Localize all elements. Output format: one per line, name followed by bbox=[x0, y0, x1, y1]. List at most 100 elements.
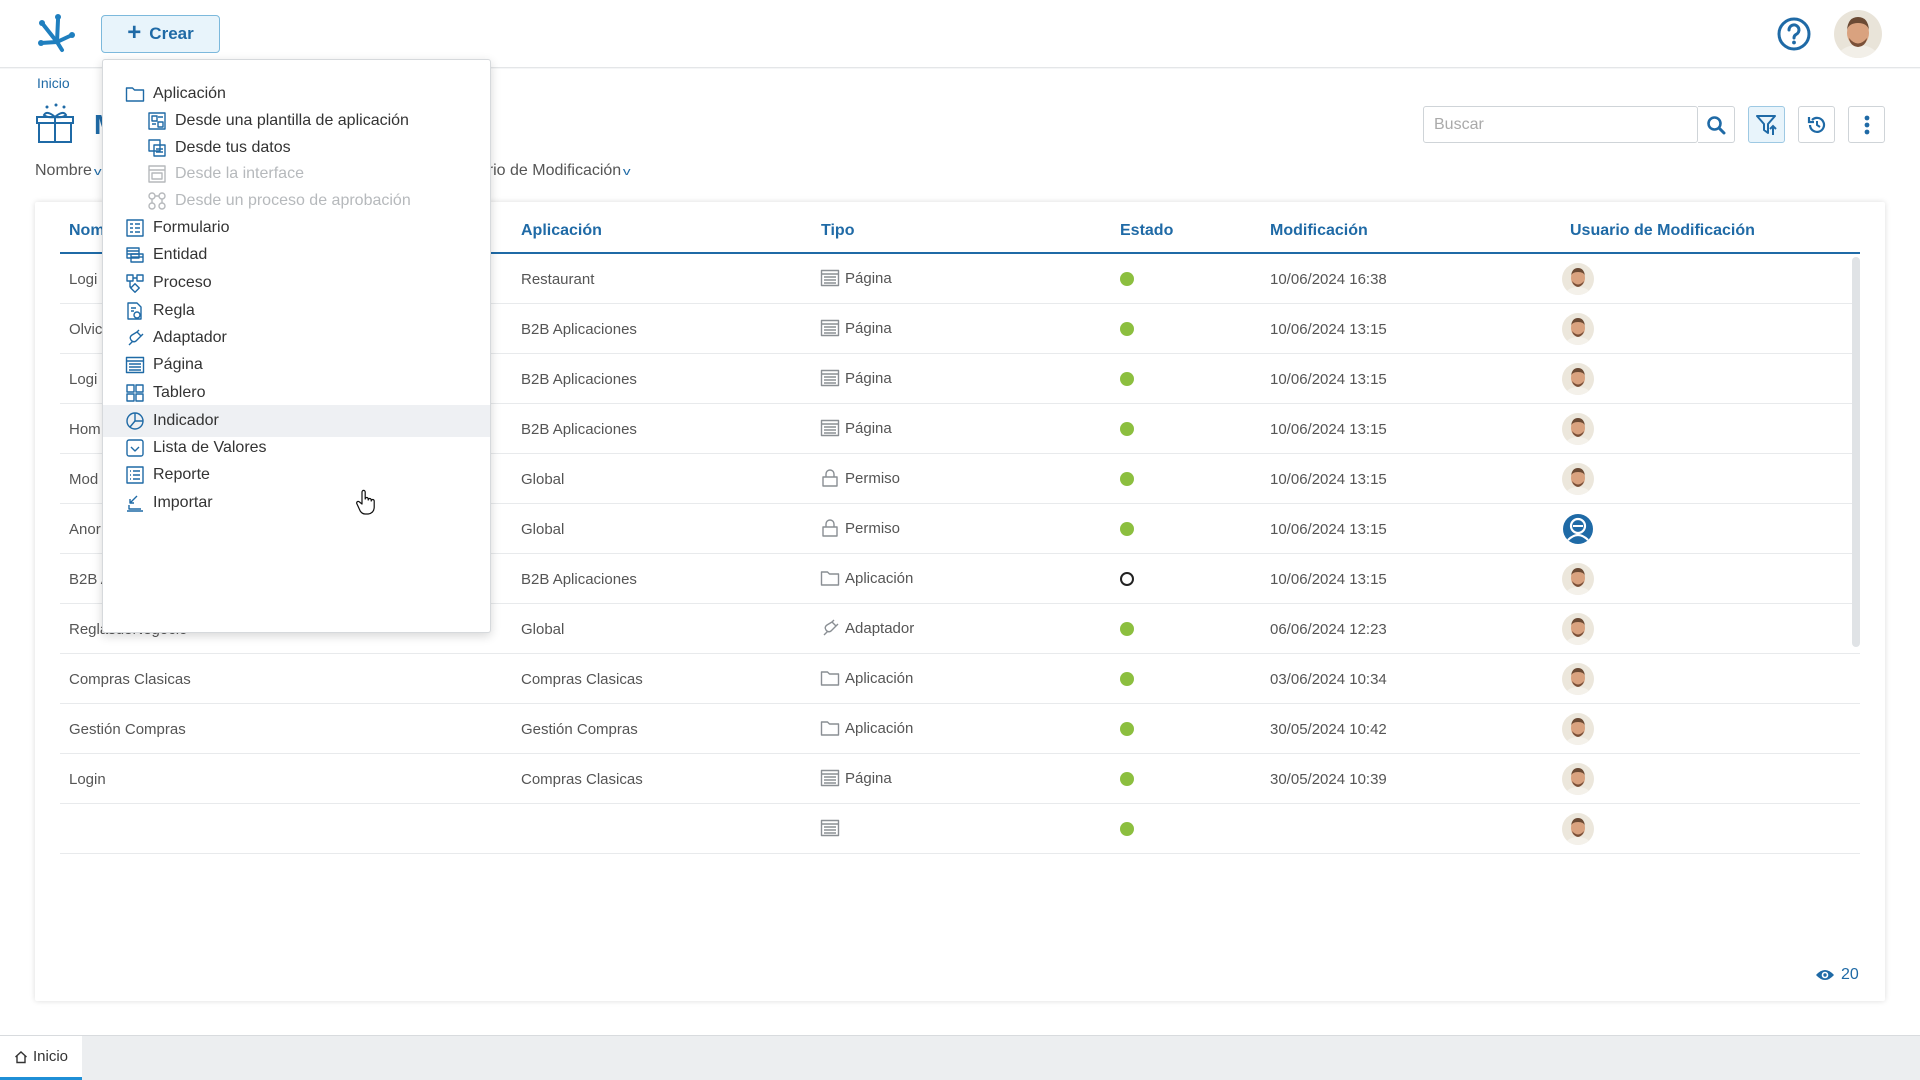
table-row[interactable]: Logi B2B Aplicaciones Página 10/06/2024 13:… bbox=[60, 354, 1860, 404]
user-avatar[interactable] bbox=[1562, 413, 1594, 445]
table-row[interactable]: Compras Clasicas Compras Clasicas Aplicaci… bbox=[60, 654, 1860, 704]
table-row[interactable]: Hom B2B Aplicaciones Página 10/06/2024 13:1… bbox=[60, 404, 1860, 454]
user-avatar[interactable] bbox=[1562, 463, 1594, 495]
table-row[interactable]: Anor Global Permiso 10/06/2024 13:15 bbox=[60, 504, 1860, 554]
user-avatar[interactable] bbox=[1562, 363, 1594, 395]
menu-item-indicador[interactable]: Indicador bbox=[103, 405, 490, 437]
view-count-value: 20 bbox=[1841, 966, 1859, 983]
row-type: Adaptador bbox=[820, 618, 914, 638]
row-name: Logi bbox=[69, 271, 98, 288]
menu-item-desde-tus-datos[interactable]: Desde tus datos bbox=[103, 132, 490, 164]
menu-item-label: Indicador bbox=[153, 412, 219, 429]
menu-item-regla[interactable]: Regla bbox=[103, 295, 490, 327]
status-published-indicator bbox=[1120, 772, 1134, 786]
menu-item-label: Desde tus datos bbox=[175, 139, 291, 156]
system-user-avatar[interactable] bbox=[1562, 513, 1594, 545]
menu-item-proceso[interactable]: Proceso bbox=[103, 267, 490, 299]
column-header-app[interactable]: Aplicación bbox=[521, 222, 602, 239]
breadcrumb[interactable]: Inicio bbox=[37, 75, 70, 91]
row-type: Página bbox=[820, 768, 892, 788]
user-avatar[interactable] bbox=[1562, 263, 1594, 295]
row-name: Hom bbox=[69, 421, 101, 438]
user-avatar[interactable] bbox=[1562, 563, 1594, 595]
search-button[interactable] bbox=[1698, 106, 1735, 143]
history-icon bbox=[1807, 116, 1825, 133]
app-logo-icon[interactable] bbox=[34, 12, 78, 56]
approval-process-icon bbox=[148, 192, 166, 210]
row-name: Gestión Compras bbox=[69, 721, 186, 738]
table-row[interactable]: Mod Global Permiso 10/06/2024 13:15 bbox=[60, 454, 1860, 504]
status-published-indicator bbox=[1120, 522, 1134, 536]
table-row[interactable]: B2B AplicacionesB2B AplicacionesAplicaci… bbox=[60, 554, 1860, 604]
filter-button[interactable] bbox=[1748, 106, 1785, 143]
user-avatar[interactable] bbox=[1562, 813, 1594, 845]
tab-inicio[interactable]: Inicio bbox=[0, 1036, 82, 1080]
row-type bbox=[820, 818, 845, 838]
menu-item-label: Desde una plantilla de aplicación bbox=[175, 112, 409, 129]
row-application: Restaurant bbox=[521, 271, 595, 288]
row-application: Gestión Compras bbox=[521, 721, 638, 738]
create-button[interactable]: + Crear bbox=[101, 15, 220, 53]
sort-by-user-dropdown[interactable]: uario de Modificación v bbox=[470, 162, 631, 180]
user-avatar[interactable] bbox=[1562, 313, 1594, 345]
row-type-label: Aplicación bbox=[845, 719, 914, 737]
menu-item-label: Aplicación bbox=[153, 85, 226, 102]
table-scrollbar[interactable] bbox=[1852, 257, 1860, 647]
row-type-label: Página bbox=[845, 319, 892, 337]
menu-item-importar[interactable]: Importar bbox=[103, 487, 490, 519]
row-application: B2B Aplicaciones bbox=[521, 371, 637, 388]
menu-item-label: Lista de Valores bbox=[153, 439, 267, 456]
column-header-status[interactable]: Estado bbox=[1120, 222, 1174, 239]
data-icon bbox=[148, 139, 166, 157]
menu-item-lista-de-valores[interactable]: Lista de Valores bbox=[103, 432, 490, 464]
user-avatar[interactable] bbox=[1562, 663, 1594, 695]
help-icon[interactable] bbox=[1776, 16, 1812, 52]
row-type: Aplicación bbox=[820, 718, 913, 738]
menu-item-formulario[interactable]: Formulario bbox=[103, 212, 490, 244]
page-icon bbox=[820, 419, 840, 437]
menu-item-tablero[interactable]: Tablero bbox=[103, 377, 490, 409]
folder-icon bbox=[820, 671, 840, 686]
table-row[interactable]: Login Compras Clasicas Página 30/05/2024 10… bbox=[60, 754, 1860, 804]
folder-icon bbox=[125, 87, 145, 102]
row-type: Página bbox=[820, 368, 892, 388]
table-row[interactable]: Olvic B2B Aplicaciones Página 10/06/2024 13… bbox=[60, 304, 1860, 354]
column-header-user[interactable]: Usuario de Modificación bbox=[1570, 222, 1755, 239]
row-application: Global bbox=[521, 621, 565, 638]
table-row[interactable]: Logi Restaurant Página 10/06/2024 16:38 bbox=[60, 254, 1860, 304]
menu-item-entidad[interactable]: Entidad bbox=[103, 239, 490, 271]
status-published-indicator bbox=[1120, 622, 1134, 636]
user-avatar[interactable] bbox=[1834, 10, 1882, 58]
row-type: Permiso bbox=[820, 468, 900, 488]
table-row[interactable] bbox=[60, 804, 1860, 854]
row-type-label: Página bbox=[845, 369, 892, 387]
page-icon bbox=[820, 319, 840, 337]
menu-item-página[interactable]: Página bbox=[103, 349, 490, 381]
lock-icon bbox=[822, 469, 838, 487]
menu-item-adaptador[interactable]: Adaptador bbox=[103, 322, 490, 354]
row-type-label: Aplicación bbox=[845, 669, 914, 687]
column-header-modified[interactable]: Modificación bbox=[1270, 222, 1368, 239]
column-header-type[interactable]: Tipo bbox=[821, 222, 855, 239]
menu-item-aplicación[interactable]: Aplicación bbox=[103, 78, 490, 110]
user-avatar[interactable] bbox=[1562, 713, 1594, 745]
menu-item-desde-una-plantilla-de-aplicación[interactable]: Desde una plantilla de aplicación bbox=[103, 105, 490, 137]
menu-item-label: Regla bbox=[153, 302, 195, 319]
sort-by-name-dropdown[interactable]: Nombre v bbox=[35, 162, 102, 180]
table-body: Logi Restaurant Página 10/06/2024 16:38 Olvi… bbox=[60, 254, 1860, 931]
history-button[interactable] bbox=[1798, 106, 1835, 143]
user-avatar[interactable] bbox=[1562, 763, 1594, 795]
search-input[interactable] bbox=[1424, 107, 1697, 142]
column-header-name[interactable]: Nom bbox=[69, 222, 105, 239]
table-header: Nom Aplicación Tipo Estado Modificación … bbox=[60, 202, 1860, 254]
view-count: 20 bbox=[1815, 966, 1859, 984]
menu-item-reporte[interactable]: Reporte bbox=[103, 459, 490, 491]
user-avatar[interactable] bbox=[1562, 613, 1594, 645]
bottom-tab-bar: Inicio bbox=[0, 1035, 1920, 1080]
table-row[interactable]: Gestión Compras Gestión Compras Aplicación… bbox=[60, 704, 1860, 754]
more-options-button[interactable] bbox=[1848, 106, 1885, 143]
menu-item-label: Reporte bbox=[153, 466, 210, 483]
form-icon bbox=[126, 219, 144, 237]
rule-icon bbox=[127, 302, 142, 320]
menu-item-label: Formulario bbox=[153, 219, 230, 236]
